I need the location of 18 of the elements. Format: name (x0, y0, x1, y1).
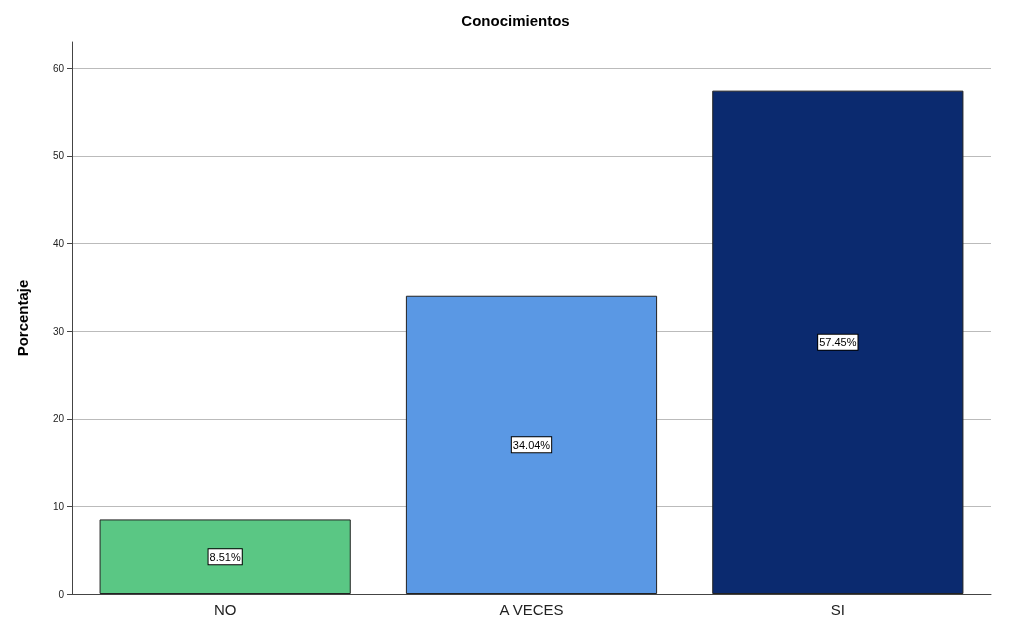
y-tick-label: 10 (52, 500, 65, 512)
bar (712, 90, 964, 594)
y-tick-label: 50 (52, 150, 65, 162)
y-tick-label: 30 (52, 325, 65, 337)
x-tick-label: SI (830, 601, 845, 618)
y-tick-label: 60 (52, 62, 65, 74)
chart-title: Conocimientos (461, 12, 570, 29)
x-tick-label: NO (213, 601, 237, 618)
bar (405, 295, 658, 594)
y-tick-label: 0 (58, 588, 65, 600)
y-axis-title: Porcentaje (14, 279, 31, 357)
x-tick-label: A VECES (499, 601, 564, 618)
data-label: 34.04% (512, 438, 551, 451)
y-tick-label: 20 (52, 413, 65, 425)
y-tick-label: 40 (52, 238, 65, 250)
data-label: 8.51% (209, 550, 241, 563)
bar (99, 519, 351, 594)
data-label: 57.45% (819, 336, 857, 349)
